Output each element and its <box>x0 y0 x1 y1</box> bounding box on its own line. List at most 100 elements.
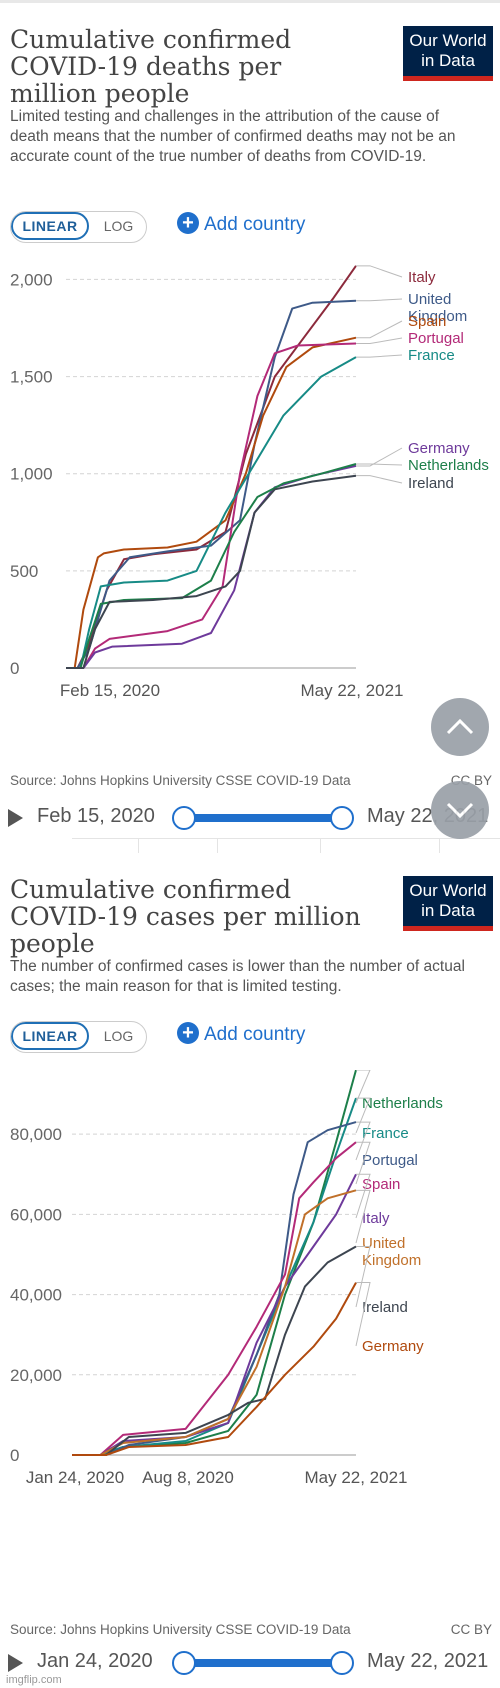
linear-button[interactable]: LINEAR <box>11 212 89 240</box>
series-line-ireland[interactable] <box>72 1245 357 1456</box>
logo-accent-bar <box>403 926 493 931</box>
label-connector <box>356 320 403 339</box>
plus-circle-icon: + <box>177 211 199 234</box>
series-label[interactable]: Spain <box>408 313 446 330</box>
chart-title: Cumulative confirmed COVID-19 cases per … <box>10 875 361 958</box>
series-label[interactable]: Spain <box>362 1176 400 1193</box>
series-label[interactable]: France <box>408 347 455 364</box>
series-line-ireland[interactable] <box>66 474 357 669</box>
series-label[interactable]: Portugal <box>408 330 464 347</box>
series-label[interactable]: Kingdom <box>408 308 467 325</box>
series-line-netherlands[interactable] <box>66 463 357 669</box>
series-label[interactable]: Netherlands <box>362 1095 443 1112</box>
label-connector <box>355 1141 371 1185</box>
page-title: Cumulative confirmed COVID-19 deaths per… <box>10 25 292 108</box>
series-line-portugal[interactable] <box>66 342 357 669</box>
logo-line-1: Our World <box>409 881 487 900</box>
y-tick-label: 1,000 <box>10 465 53 484</box>
series-label[interactable]: Italy <box>408 269 436 286</box>
play-icon[interactable] <box>8 1654 23 1672</box>
logo-line-2: in Data <box>421 901 475 920</box>
y-tick-label: 1,500 <box>10 368 53 387</box>
license-link[interactable]: CC BY <box>450 1622 492 1637</box>
y-tick-label: 2,000 <box>10 270 53 289</box>
series-label[interactable]: United <box>408 291 451 308</box>
scale-toggle: LINEAR LOG <box>10 211 147 243</box>
y-tick-label: 0 <box>10 659 19 678</box>
add-country-label: Add country <box>204 1024 306 1045</box>
chart-subtitle: Limited testing and challenges in the at… <box>10 108 456 165</box>
chart-subtitle: The number of confirmed cases is lower t… <box>10 958 465 995</box>
timeline-start-handle[interactable] <box>172 1651 196 1675</box>
series-line-spain[interactable] <box>66 336 357 669</box>
series-label[interactable]: Ireland <box>362 1299 408 1316</box>
y-tick-label: 60,000 <box>10 1205 62 1224</box>
log-button[interactable]: LOG <box>103 218 134 234</box>
y-tick-label: 40,000 <box>10 1286 62 1305</box>
chevron-up-icon <box>446 718 474 735</box>
add-country-button[interactable]: + Add country <box>177 1020 305 1050</box>
label-connector <box>355 1173 371 1219</box>
play-icon[interactable] <box>8 809 23 827</box>
x-tick-label: Aug 8, 2020 <box>142 1468 234 1487</box>
label-connector <box>355 1282 371 1347</box>
chevron-down-icon <box>446 802 474 819</box>
series-label[interactable]: France <box>362 1125 409 1142</box>
series-line-spain[interactable] <box>72 1141 357 1456</box>
log-button[interactable]: LOG <box>103 1028 134 1044</box>
series-label[interactable]: Italy <box>362 1210 390 1227</box>
series-line-germany[interactable] <box>72 1282 357 1456</box>
scale-toggle: LINEAR LOG <box>10 1021 147 1053</box>
series-label[interactable]: Ireland <box>408 475 454 492</box>
label-connector <box>356 337 403 345</box>
series-line-united-kingdom[interactable] <box>72 1189 357 1456</box>
series-label[interactable]: Germany <box>362 1338 424 1355</box>
series-line-united-kingdom[interactable] <box>66 299 357 669</box>
series-label[interactable]: Netherlands <box>408 457 489 474</box>
label-connector <box>356 463 403 466</box>
label-connector <box>356 447 403 467</box>
watermark: imgflip.com <box>6 1674 62 1686</box>
label-connector <box>356 298 403 302</box>
label-connector <box>355 1189 371 1244</box>
label-connector <box>355 1070 371 1104</box>
source-text: Source: Johns Hopkins University CSSE CO… <box>10 1622 351 1637</box>
x-tick-label: May 22, 2021 <box>304 1468 407 1487</box>
scroll-up-button[interactable] <box>431 698 489 756</box>
series-line-germany[interactable] <box>66 464 357 669</box>
series-line-netherlands[interactable] <box>72 1070 357 1456</box>
series-line-italy[interactable] <box>72 1173 357 1456</box>
timeline-cases: Jan 24, 2020 May 22, 2021 <box>0 1645 500 1681</box>
series-label[interactable]: Portugal <box>362 1152 418 1169</box>
owid-logo[interactable]: Our World in Data <box>403 26 493 81</box>
series-label[interactable]: Germany <box>408 440 470 457</box>
scroll-down-button[interactable] <box>431 781 489 839</box>
linear-button[interactable]: LINEAR <box>11 1022 89 1050</box>
series-label[interactable]: Kingdom <box>362 1252 421 1269</box>
series-label[interactable]: United <box>362 1235 405 1252</box>
y-tick-label: 0 <box>10 1446 19 1465</box>
timeline-end-handle[interactable] <box>330 806 354 830</box>
label-connector <box>355 1121 371 1161</box>
line-chart-cases: 0 20,000 40,000 60,000 80,000 Jan 24, 2020 Aug… <box>10 1070 443 1487</box>
timeline-track[interactable] <box>182 814 342 822</box>
owid-logo[interactable]: Our World in Data <box>403 876 493 931</box>
y-tick-label: 20,000 <box>10 1366 62 1385</box>
line-chart-deaths: 0 500 1,000 1,500 2,000 Feb 15, 2020 May 22, 2… <box>10 265 489 700</box>
series-line-portugal[interactable] <box>72 1121 357 1456</box>
add-country-button[interactable]: + Add country <box>177 210 305 240</box>
timeline-start-date: Feb 15, 2020 <box>37 805 155 827</box>
x-tick-label: May 22, 2021 <box>300 681 403 700</box>
series-line-france[interactable] <box>66 356 357 669</box>
timeline-track[interactable] <box>182 1659 342 1667</box>
timeline-end-handle[interactable] <box>330 1651 354 1675</box>
plus-circle-icon: + <box>177 1021 199 1044</box>
label-connector <box>355 1097 371 1134</box>
timeline-start-handle[interactable] <box>172 806 196 830</box>
chart-card-cases: Cumulative confirmed COVID-19 cases per … <box>0 850 500 1680</box>
series-line-italy[interactable] <box>66 265 357 669</box>
y-tick-label: 80,000 <box>10 1125 62 1144</box>
x-tick-label: Jan 24, 2020 <box>26 1468 124 1487</box>
label-connector <box>355 1245 371 1308</box>
timeline-end-date: May 22, 2021 <box>367 1650 489 1672</box>
